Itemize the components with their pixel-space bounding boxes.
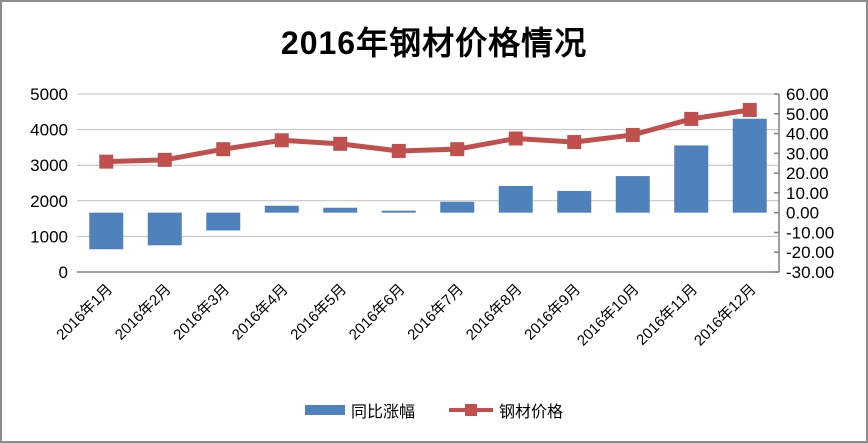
left-axis-tick-label: 0	[59, 263, 68, 282]
x-axis-category-label: 2016年7月	[404, 281, 467, 344]
line-marker-2016年6月	[391, 143, 406, 158]
bar-2016年3月	[206, 212, 241, 231]
legend-item-price: 钢材价格	[449, 398, 563, 422]
bar-2016年2月	[147, 212, 182, 246]
bar-2016年9月	[557, 190, 592, 213]
x-axis-category-label: 2016年10月	[574, 281, 643, 350]
x-axis-category-label: 2016年6月	[346, 281, 409, 344]
bar-2016年6月	[381, 210, 416, 213]
x-axis-category-label: 2016年2月	[112, 281, 175, 344]
left-axis-tick-label: 2000	[30, 192, 68, 211]
price-line	[106, 107, 751, 165]
x-axis-category-label: 2016年4月	[229, 281, 292, 344]
right-axis-tick-label: 0.00	[786, 204, 819, 223]
x-axis-category-label: 2016年5月	[287, 281, 350, 344]
bar-2016年5月	[323, 207, 358, 213]
bar-2016年4月	[264, 205, 299, 213]
line-marker-2016年7月	[450, 142, 465, 157]
bar-2016年7月	[440, 201, 475, 213]
line-marker-2016年4月	[274, 133, 289, 148]
line-marker-2016年11月	[684, 111, 699, 126]
bar-2016年10月	[615, 176, 650, 213]
right-axis-tick-label: -20.00	[786, 243, 834, 262]
right-axis-tick-label: 50.00	[786, 105, 829, 124]
right-axis-tick-label: -10.00	[786, 223, 834, 242]
legend-item-yoy: 同比涨幅	[304, 398, 415, 422]
x-axis-category-label: 2016年3月	[170, 281, 233, 344]
left-axis-tick-label: 1000	[30, 227, 68, 246]
right-axis-tick-label: 20.00	[786, 164, 829, 183]
right-axis-tick-label: -30.00	[786, 263, 834, 282]
left-axis-tick-label: 3000	[30, 156, 68, 175]
line-marker-2016年12月	[742, 103, 757, 118]
line-marker-2016年9月	[567, 135, 582, 150]
right-axis-tick-label: 40.00	[786, 125, 829, 144]
bar-2016年11月	[674, 145, 709, 213]
line-marker-2016年5月	[333, 136, 348, 151]
x-axis-category-label: 2016年8月	[463, 281, 526, 344]
line-marker-2016年2月	[157, 152, 172, 167]
x-axis-category-label: 2016年12月	[691, 281, 760, 350]
line-marker-2016年1月	[99, 154, 114, 169]
line-swatch-marker	[465, 404, 477, 416]
legend-label-yoy: 同比涨幅	[350, 404, 415, 421]
line-marker-2016年3月	[216, 142, 231, 157]
right-axis-tick-label: 30.00	[786, 144, 829, 163]
line-series-swatch	[449, 403, 493, 417]
right-axis-tick-label: 60.00	[786, 85, 829, 104]
bar-2016年12月	[732, 118, 767, 213]
legend-label-price: 钢材价格	[499, 404, 564, 421]
x-axis-category-label: 2016年9月	[521, 281, 584, 344]
bar-series-swatch	[304, 405, 345, 415]
left-axis-tick-label: 5000	[30, 85, 68, 104]
left-axis-tick-label: 4000	[30, 121, 68, 140]
line-marker-2016年8月	[508, 131, 523, 146]
line-marker-2016年10月	[625, 127, 640, 142]
bar-2016年1月	[89, 212, 124, 250]
bar-2016年8月	[498, 185, 533, 213]
right-axis-tick-label: 10.00	[786, 184, 829, 203]
chart-legend: 同比涨幅 钢材价格	[2, 398, 866, 422]
x-axis-category-label: 2016年1月	[53, 281, 116, 344]
chart-title: 2016年钢材价格情况	[280, 25, 588, 61]
